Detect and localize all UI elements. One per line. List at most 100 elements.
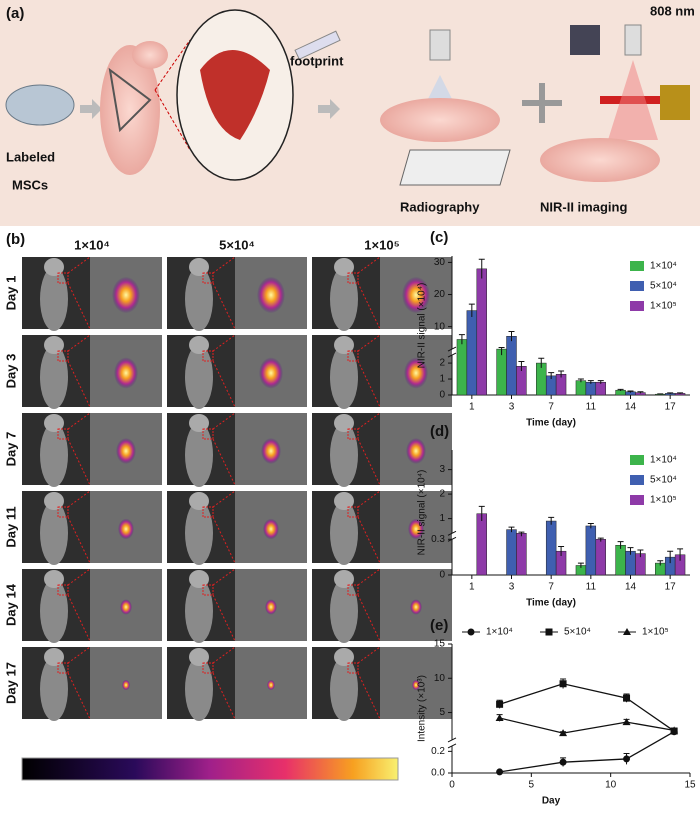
error-bar (508, 526, 515, 533)
zoom-line (357, 516, 381, 564)
zoom-line (357, 568, 381, 586)
error-bar (478, 505, 485, 522)
zoom-line (67, 646, 91, 664)
camera (624, 24, 642, 56)
zoom-line (67, 360, 91, 408)
roi (57, 506, 69, 518)
mouse-head (44, 570, 64, 588)
zoom-line (357, 256, 381, 274)
row-label: Day 14 (3, 583, 18, 626)
axis-break (447, 737, 457, 743)
roi (57, 584, 69, 596)
y-tick-label: 0.0 (431, 768, 445, 779)
zoom-line (67, 256, 91, 274)
bar (545, 520, 557, 576)
row-label: Day 3 (3, 354, 18, 389)
mouse (40, 501, 68, 565)
mouse-head (44, 492, 64, 510)
error-bar (637, 549, 644, 558)
signal (114, 357, 138, 389)
roi (347, 584, 359, 596)
bar (585, 525, 597, 576)
legend-label: 1×10⁴ (486, 627, 513, 638)
y-tick-label: 5 (439, 707, 445, 718)
zoom-line (212, 412, 236, 430)
mouse (330, 657, 358, 721)
x-tick-label: 15 (684, 780, 696, 791)
bar (595, 539, 606, 576)
mouse-head (132, 41, 168, 69)
error-bar (627, 547, 634, 555)
zoom-line (212, 490, 236, 508)
petri-dish (5, 84, 75, 126)
roi (202, 584, 214, 596)
mouse (185, 423, 213, 487)
marker (622, 718, 631, 726)
zoom-line (67, 412, 91, 430)
zoom-line (67, 490, 91, 508)
error-bar (657, 560, 664, 566)
zoom-line (67, 516, 91, 564)
marker (559, 680, 567, 688)
signal (118, 518, 134, 540)
y-tick-label: 20 (434, 289, 446, 300)
mouse-head (189, 570, 209, 588)
roi (347, 350, 359, 362)
x-axis-label: Time (day) (526, 418, 576, 429)
error-bar (577, 378, 584, 383)
mouse-head (334, 492, 354, 510)
signal (261, 438, 281, 464)
bar (496, 348, 507, 396)
x-tick-label: 10 (605, 780, 617, 791)
mouse-head (44, 336, 64, 354)
mouse-head (44, 414, 64, 432)
image-grid: 1×10⁴ 5×10⁴ 1×10⁵ Day 1 Day 3 Day 7 Day 11 Day … (3, 237, 452, 721)
zoom-line (212, 646, 236, 664)
text: 808 nm (650, 3, 695, 18)
zoom-line (67, 438, 91, 486)
zoom-line (357, 412, 381, 430)
roi (347, 662, 359, 674)
signal (408, 518, 424, 540)
signal (112, 276, 140, 314)
bar (456, 339, 468, 396)
bar (615, 545, 626, 576)
row-label: Day 1 (3, 276, 18, 311)
mouse (185, 345, 213, 409)
zoom-line (212, 594, 236, 642)
legend-label: 1×10⁵ (642, 627, 669, 638)
zoom-line (67, 594, 91, 642)
panel-label: (c) (430, 229, 448, 246)
y-tick-label: 10 (434, 673, 446, 684)
zoom-line (357, 672, 381, 720)
error-bar (677, 548, 684, 561)
signal (265, 599, 277, 615)
axis-break (447, 352, 457, 358)
marker (623, 755, 631, 763)
error-bar (548, 372, 555, 380)
bar (466, 310, 478, 396)
axis-break (447, 346, 457, 352)
colorbar (21, 757, 399, 781)
zoom-line (67, 334, 91, 352)
mouse (330, 345, 358, 409)
roi (347, 272, 359, 284)
mouse (185, 501, 213, 565)
signal (122, 679, 130, 691)
x-tick-label: 14 (625, 402, 637, 413)
error-bar (548, 516, 555, 525)
mouse-head (189, 414, 209, 432)
error-bar (667, 392, 674, 394)
signal (116, 438, 136, 464)
panel-label: (a) (6, 5, 24, 22)
error-bar (597, 380, 604, 384)
bar (506, 529, 517, 576)
row-label: Day 7 (3, 432, 18, 467)
x-tick-label: 5 (529, 780, 535, 791)
muscle (200, 50, 270, 140)
x-axis-label: Time (day) (526, 598, 576, 609)
y-tick-label: 15 (434, 639, 446, 650)
error-bar (577, 562, 584, 568)
marker (495, 714, 504, 722)
